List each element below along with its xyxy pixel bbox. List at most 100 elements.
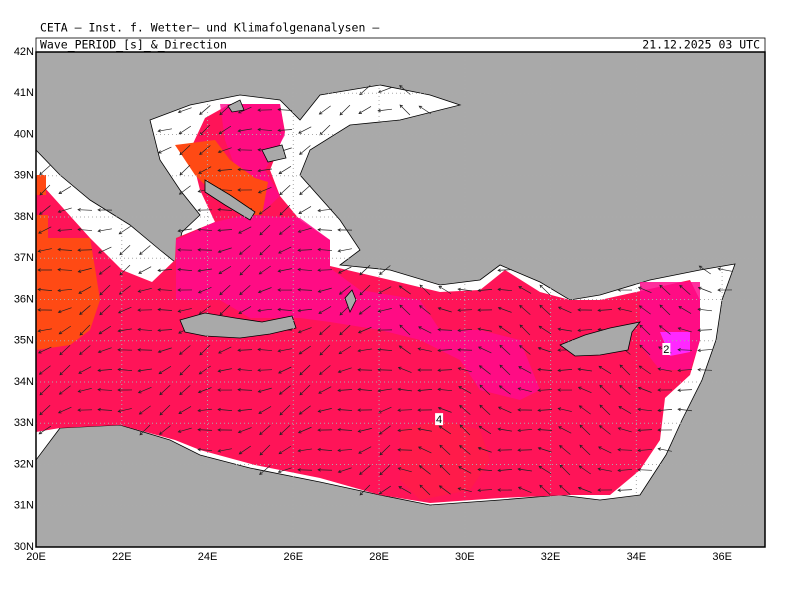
direction-arrow [537,346,552,353]
direction-arrow [117,306,132,314]
direction-arrow [679,284,691,295]
direction-arrow [278,445,292,455]
direction-arrow [258,265,271,275]
direction-arrow [317,468,333,472]
direction-arrow [497,427,512,432]
direction-arrow [519,324,531,336]
direction-arrow [598,365,612,375]
direction-arrow [258,205,271,215]
direction-arrow [178,406,192,414]
lat-tick-label: 36N [14,293,34,305]
direction-arrow [237,167,253,172]
wave-period-field [36,175,46,195]
direction-arrow [598,446,612,454]
direction-arrow [39,384,51,396]
direction-arrow [117,388,133,392]
axis-labels: 20E 22E 24E 26E 28E 30E 32E 34E 36E 30N 31N 32N 33N 3… [14,46,732,563]
direction-arrow [77,248,93,252]
direction-arrow [157,307,173,312]
direction-arrow [438,485,451,495]
direction-arrow [37,328,52,333]
direction-arrow [178,185,191,195]
direction-arrow [378,286,392,294]
direction-arrow [57,406,72,414]
direction-arrow [519,304,531,315]
direction-arrow [277,307,293,312]
direction-arrow [638,365,651,375]
direction-arrow [337,248,352,253]
direction-arrow [297,448,312,453]
lon-tick-label: 32E [541,551,561,563]
direction-arrow [119,264,131,276]
direction-arrow [397,467,412,473]
direction-arrow [619,364,631,376]
direction-arrow [397,366,412,373]
direction-arrow [359,465,371,475]
direction-arrow [498,325,512,335]
direction-arrow [177,228,192,233]
direction-arrow [237,367,253,372]
direction-arrow [377,347,393,352]
direction-arrow [677,368,693,373]
direction-arrow [57,247,73,252]
direction-arrow [77,227,93,232]
direction-arrow [299,145,311,155]
direction-arrow [299,185,311,196]
direction-arrow [497,306,512,313]
direction-arrows [37,84,733,496]
island-cyprus [559,321,641,357]
direction-arrow [177,427,192,433]
direction-arrow [98,265,111,275]
lat-tick-label: 31N [14,500,34,512]
direction-arrow [259,465,271,475]
direction-arrow [198,166,212,174]
direction-arrow [598,425,611,435]
direction-arrow [537,427,553,432]
direction-arrow [517,387,532,393]
direction-arrow [657,447,672,452]
map-frame [35,51,766,548]
direction-arrow [38,425,52,435]
direction-arrow [157,268,173,273]
direction-arrow [637,448,653,453]
direction-arrow [259,244,271,256]
direction-arrow [257,186,272,194]
contour-label: 4 [436,414,442,426]
direction-arrow [417,408,433,412]
direction-arrow [457,287,472,292]
direction-arrow [637,468,653,472]
direction-arrow [318,386,332,394]
direction-arrow [399,324,411,336]
direction-arrow [477,446,492,453]
direction-arrow [437,387,452,392]
lat-tick-label: 32N [14,458,34,470]
direction-arrow [218,346,232,354]
direction-arrow [677,327,692,333]
direction-arrow [559,464,571,476]
direction-arrow [218,125,232,135]
direction-arrow [597,467,612,472]
direction-arrow [378,485,391,495]
direction-arrow [617,427,632,433]
island-euboea [204,179,256,221]
lat-tick-label: 34N [14,376,34,388]
direction-arrow [217,228,233,233]
direction-arrow [417,388,433,393]
direction-arrow [317,247,333,252]
direction-arrow [77,408,93,412]
direction-arrow [357,348,372,353]
direction-arrow [337,228,353,232]
direction-arrow [279,425,291,436]
direction-arrow [157,146,172,154]
direction-arrow [197,268,212,273]
direction-arrow [57,267,73,272]
direction-arrow [179,345,191,355]
lon-tick-label: 24E [198,551,218,563]
direction-arrow [377,368,393,372]
direction-arrow [578,405,591,415]
direction-arrow [517,467,532,472]
direction-arrow [237,408,252,413]
direction-arrow [479,404,491,416]
lon-tick-label: 30E [455,551,475,563]
